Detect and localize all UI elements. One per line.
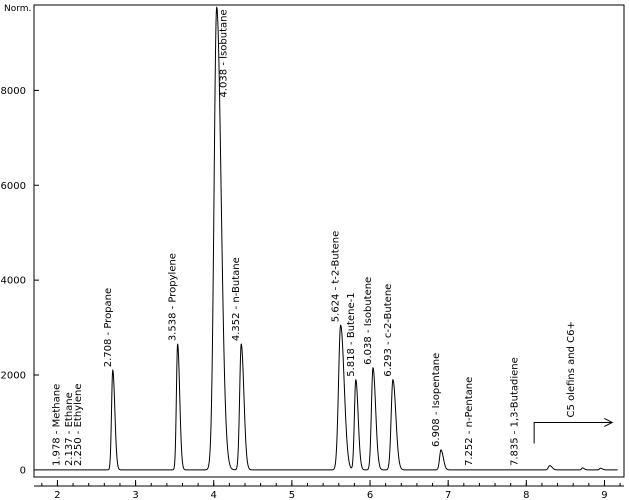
x-tick-label: 8: [523, 490, 529, 500]
x-tick-label: 3: [132, 490, 138, 500]
peak-label: 6.038 - Isobutene: [363, 277, 374, 365]
x-axis: 2 3 4 5 6 7 8 9: [41, 480, 621, 500]
peak-label: 6.293 - c-2-Butene: [383, 284, 394, 377]
peak-label: 4.352 - n-Butane: [231, 257, 242, 341]
x-tick-label: 9: [601, 490, 607, 500]
x-tick-label: 7: [445, 490, 451, 500]
peak-label: 5.818 - Butene-1: [346, 292, 357, 376]
peak-label: 7.835 - 1,3-Butadiene: [509, 357, 520, 466]
x-tick-label: 4: [211, 490, 217, 500]
peak-label: 1.978 - Methane: [52, 384, 63, 466]
y-axis: 0 2000 4000 6000 8000: [1, 86, 39, 476]
y-unit-label: Norm.: [4, 4, 31, 14]
peak-label: 2.708 - Propane: [103, 288, 114, 367]
plot-area-frame: [33, 4, 625, 478]
peak-label: 6.908 - Isopentane: [431, 353, 442, 447]
annotation-arrow: [533, 417, 614, 444]
peak-label: 2.137 - Ethane: [64, 392, 75, 466]
peak-label: 4.038 - Isobutane: [219, 9, 230, 97]
x-tick-label: 5: [289, 490, 295, 500]
y-tick-label: 6000: [1, 181, 26, 192]
y-tick-label: 4000: [1, 276, 26, 287]
peak-label: 5.624 - t-2-Butene: [331, 231, 342, 323]
peak-label: 7.252 - n-Pentane: [464, 377, 475, 466]
y-tick-label: 0: [20, 465, 26, 476]
annotation-text: C5 olefins and C6+: [566, 321, 577, 417]
peak-label: 2.250 - Ethylene: [73, 383, 84, 466]
y-tick-label: 8000: [1, 86, 26, 97]
chromatogram-trace: [38, 6, 618, 471]
x-tick-label: 2: [54, 490, 60, 500]
y-tick-label: 2000: [1, 371, 26, 382]
peak-label: 3.538 - Propylene: [168, 253, 179, 341]
c5-annotation: C5 olefins and C6+: [533, 321, 614, 444]
x-tick-label: 6: [367, 490, 373, 500]
